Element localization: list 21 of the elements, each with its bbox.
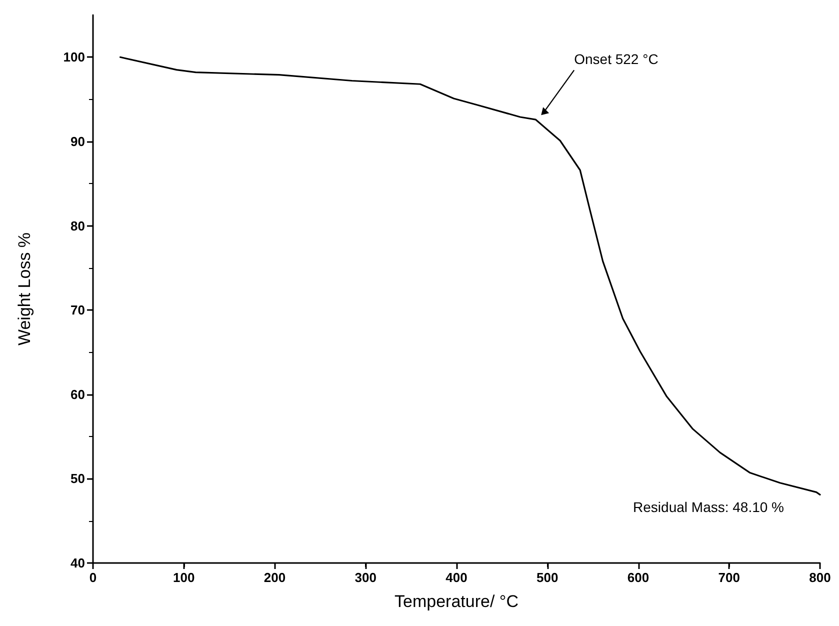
x-tick-label: 700 <box>718 570 740 585</box>
y-tick-label: 70 <box>70 302 85 318</box>
x-tick-label: 300 <box>354 570 376 585</box>
x-tick-label: 200 <box>264 570 286 585</box>
annotation: Onset 522 °C <box>574 51 658 68</box>
line-series <box>119 56 821 496</box>
x-tick-label: 800 <box>809 570 831 585</box>
x-axis-title: Temperature/ °C <box>394 592 518 611</box>
x-tick-label: 400 <box>446 570 468 585</box>
y-tick-label: 60 <box>70 386 85 402</box>
y-tick-label: 80 <box>70 218 85 234</box>
y-tick-label: 100 <box>63 50 85 65</box>
x-tick-label: 100 <box>173 570 195 585</box>
x-tick-label: 500 <box>536 570 558 585</box>
y-tick-label: 40 <box>70 556 85 570</box>
y-tick-label: 90 <box>70 134 85 149</box>
y-tick-label: 50 <box>70 471 85 486</box>
annotation: Residual Mass: 48.10 % <box>633 499 784 515</box>
x-tick-label: 600 <box>627 570 650 585</box>
x-tick-label: 0 <box>89 570 97 585</box>
y-axis-title: Weight Loss % <box>15 232 34 346</box>
